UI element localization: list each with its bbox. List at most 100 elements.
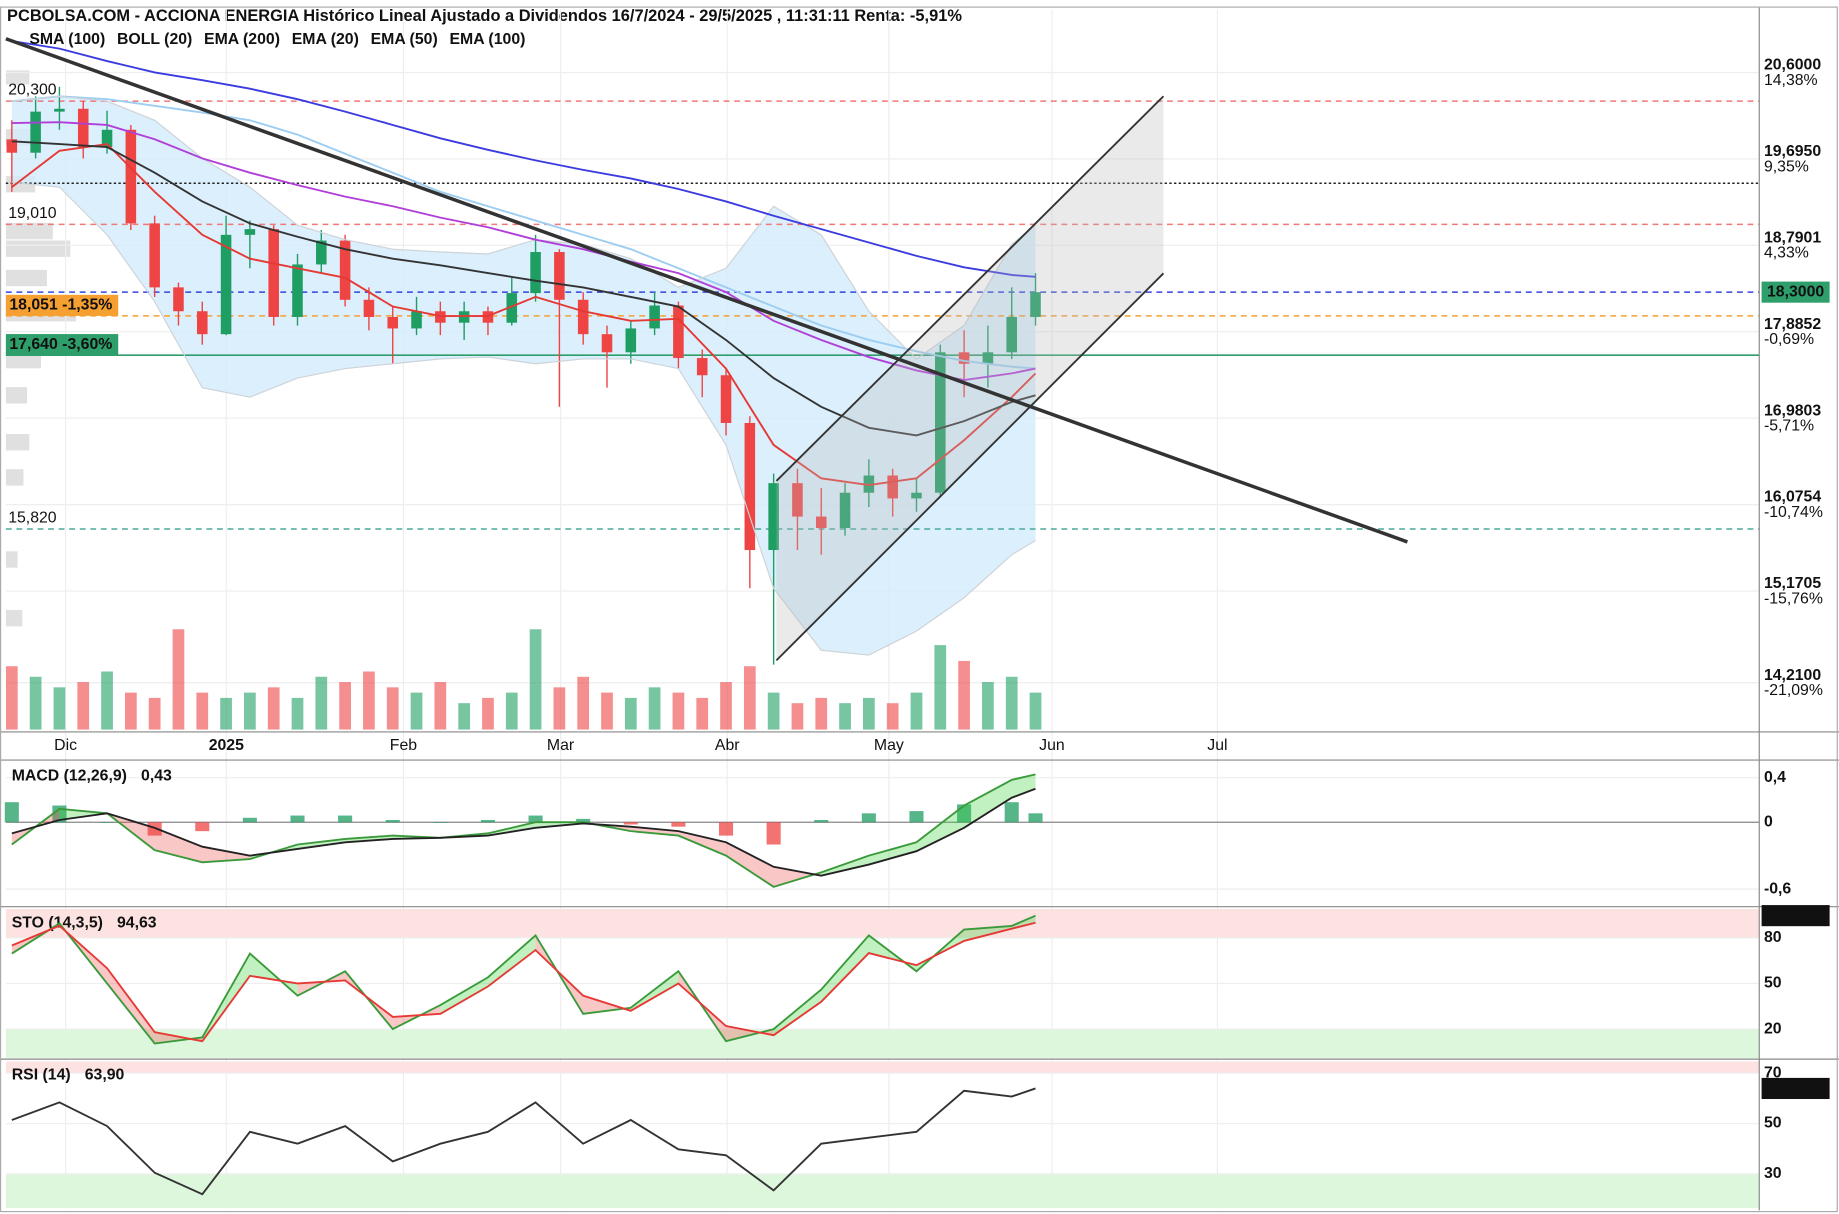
candle-body xyxy=(887,475,898,499)
candle-body xyxy=(839,492,851,529)
y-tick-label: 50 xyxy=(1764,1115,1782,1132)
histogram-bar xyxy=(718,822,734,836)
macd-fill xyxy=(678,831,726,856)
volume-bar xyxy=(982,682,994,730)
oversold-band xyxy=(5,1174,1760,1209)
volume-bar xyxy=(410,692,423,730)
candle-body xyxy=(363,299,375,317)
oversold-band xyxy=(5,1029,1760,1058)
volume-bar xyxy=(577,676,590,730)
y-tick-change: -5,71% xyxy=(1764,418,1814,435)
volume-bar xyxy=(53,687,66,730)
stochastic-fill xyxy=(487,935,536,987)
candle-body xyxy=(1030,292,1041,317)
candle-body xyxy=(720,375,732,423)
last-value-label: 63,908 xyxy=(1771,1080,1820,1097)
volume-bar xyxy=(934,645,947,730)
candle-body xyxy=(292,264,303,317)
legend-entry: EMA (20) xyxy=(292,31,359,48)
histogram-bar xyxy=(242,817,257,823)
histogram-bar xyxy=(4,802,19,823)
volume-bar xyxy=(482,697,494,730)
histogram-bar xyxy=(1004,802,1019,823)
volume-bar xyxy=(624,697,637,730)
last-value-box xyxy=(1761,1077,1830,1100)
candle-body xyxy=(768,483,779,551)
volume-bar xyxy=(886,703,899,730)
volume-bar xyxy=(529,629,542,730)
candle-body xyxy=(696,358,708,376)
signal-line xyxy=(11,787,1036,877)
volume-bar xyxy=(172,629,185,730)
candle-body xyxy=(196,311,208,335)
panel-title: MACD (12,26,9) xyxy=(12,768,127,785)
panel-last-value: 94,63 xyxy=(117,914,157,931)
overbought-band xyxy=(5,1061,1760,1074)
candle-body xyxy=(30,111,41,153)
legend-entry: EMA (50) xyxy=(371,31,438,48)
y-tick-label: 80 xyxy=(1764,929,1782,946)
x-tick-label: Jul xyxy=(1207,737,1227,754)
indicator-line xyxy=(11,95,1036,370)
level-label: 18,3000 xyxy=(1767,283,1824,300)
histogram-bar xyxy=(861,813,876,823)
macd-fill xyxy=(1011,774,1036,798)
volume-bar xyxy=(29,676,42,730)
candle-body xyxy=(6,139,18,153)
histogram-bar xyxy=(100,822,115,823)
level-tag xyxy=(5,294,119,316)
volume-bar xyxy=(458,703,471,730)
x-tick-label: 2025 xyxy=(209,737,244,754)
volume-bar xyxy=(839,703,851,730)
volume-bar xyxy=(601,692,613,730)
panel-last-value: 63,90 xyxy=(85,1067,125,1084)
x-tick-label: Mar xyxy=(547,737,575,754)
volume-bar xyxy=(743,666,756,730)
histogram-bar xyxy=(433,822,448,823)
volume-bar xyxy=(291,697,304,730)
panel-title: STO (14,3,5) xyxy=(12,914,103,931)
x-tick-label: Abr xyxy=(715,737,740,754)
legend-entry: EMA (200) xyxy=(204,31,280,48)
histogram-bar xyxy=(623,822,638,825)
candle-body xyxy=(982,352,994,364)
volume-bar xyxy=(267,687,280,730)
candle-body xyxy=(649,305,660,329)
bollinger-lower xyxy=(11,181,1036,656)
volume-bar xyxy=(386,687,399,730)
candle-body xyxy=(1006,316,1017,353)
y-tick-change: -15,76% xyxy=(1764,590,1823,607)
channel-upper xyxy=(775,95,1165,482)
candle-body xyxy=(77,108,89,147)
indicator-line xyxy=(11,121,1036,382)
legend-entry: EMA (100) xyxy=(449,31,525,48)
legend-entry: SMA (100) xyxy=(29,31,105,48)
x-tick-label: Feb xyxy=(390,737,417,754)
indicator-line xyxy=(11,143,1037,486)
candle-body xyxy=(149,223,160,288)
candle-body xyxy=(435,311,446,323)
indicator-line xyxy=(11,40,1036,278)
profile-bar xyxy=(5,469,24,486)
y-tick-label: 20 xyxy=(1764,1020,1782,1037)
histogram-bar xyxy=(671,822,686,827)
volume-bar xyxy=(315,676,328,730)
bollinger-fill xyxy=(11,96,1036,656)
profile-bar xyxy=(5,240,71,257)
histogram-bar xyxy=(576,818,591,823)
candle-body xyxy=(625,328,637,353)
volume-bar xyxy=(220,697,232,730)
candle-body xyxy=(577,299,589,335)
volume-bar xyxy=(815,697,828,730)
stochastic-fill xyxy=(440,977,488,1014)
candle-body xyxy=(744,422,756,551)
candle-body xyxy=(530,252,541,294)
level-label: 15,820 xyxy=(8,510,57,527)
histogram-bar xyxy=(290,815,305,823)
frame xyxy=(0,6,1838,1213)
profile-bar xyxy=(5,351,42,369)
y-tick-change: -0,69% xyxy=(1764,331,1814,348)
x-tick-label: May xyxy=(874,737,904,754)
candle-body xyxy=(125,129,137,224)
